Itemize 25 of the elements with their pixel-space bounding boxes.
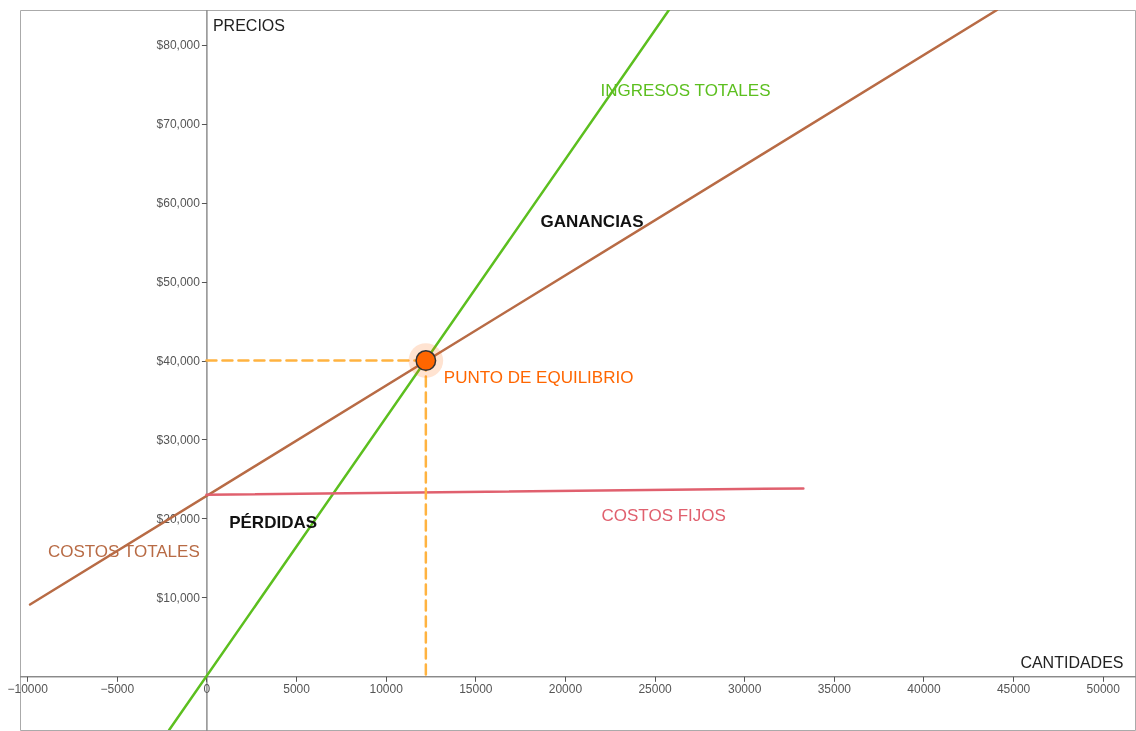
x-tick-label: 20000 xyxy=(548,681,583,696)
x-tick-label: 10000 xyxy=(369,681,404,696)
x-tick-label: 5000 xyxy=(283,681,311,696)
y-tick-label: $70,000 xyxy=(156,117,201,132)
annotation: GANANCIAS xyxy=(540,212,644,232)
series-label: PUNTO DE EQUILIBRIO xyxy=(443,367,634,387)
y-tick-label: $80,000 xyxy=(156,38,201,53)
x-tick-label: 50000 xyxy=(1086,681,1121,696)
x-tick-label: −5000 xyxy=(100,681,135,696)
x-tick-label: 45000 xyxy=(996,681,1031,696)
y-tick-label: $10,000 xyxy=(156,590,201,605)
y-tick-label: $50,000 xyxy=(156,275,201,290)
x-tick-label: 25000 xyxy=(638,681,673,696)
y-tick-label: $40,000 xyxy=(156,354,201,369)
y-tick-label: $30,000 xyxy=(156,432,201,447)
x-tick-label: 30000 xyxy=(728,681,762,696)
y-tick-label: $60,000 xyxy=(156,196,201,211)
series-label: COSTOS FIJOS xyxy=(601,505,726,525)
x-tick-label: 40000 xyxy=(907,681,941,696)
x-axis-title: CANTIDADES xyxy=(1020,653,1124,671)
series-label: COSTOS TOTALES xyxy=(47,541,200,561)
x-tick-label: 15000 xyxy=(459,681,493,696)
x-tick-label: −10000 xyxy=(7,681,49,696)
y-axis-title: PRECIOS xyxy=(212,16,285,34)
x-tick-label: 35000 xyxy=(817,681,852,696)
